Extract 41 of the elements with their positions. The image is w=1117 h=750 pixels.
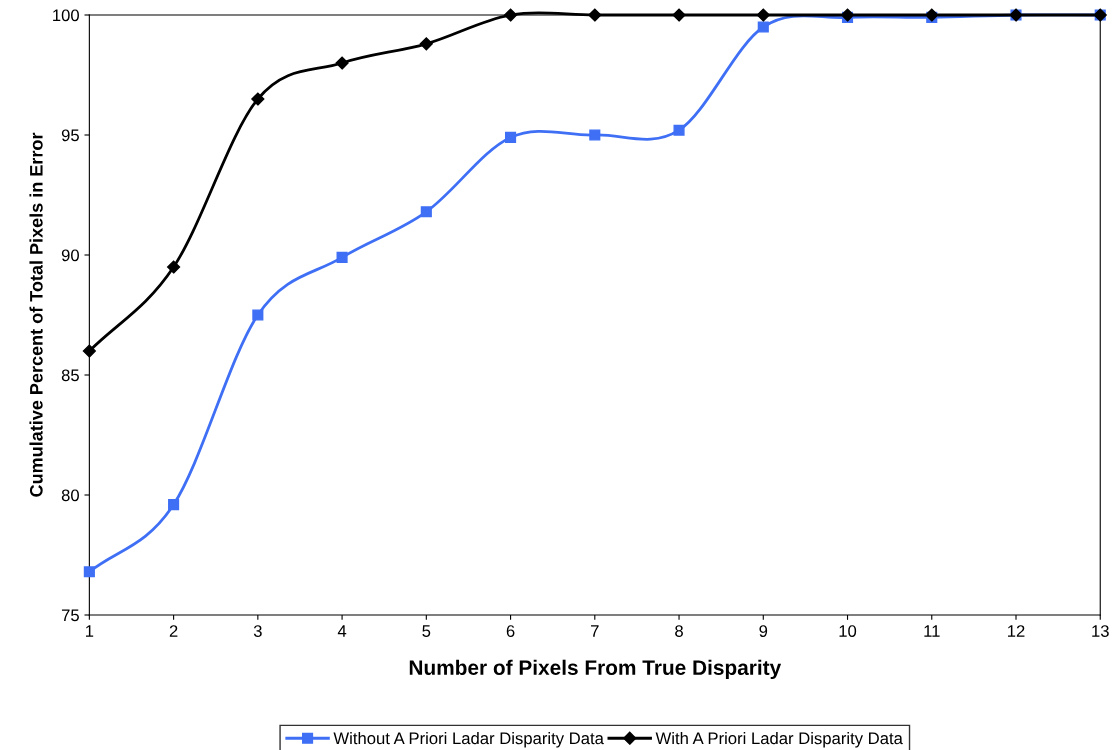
point [673, 124, 685, 136]
legend-label: With A Priori Ladar Disparity Data [655, 732, 903, 748]
y-tick-label: 80 [61, 489, 79, 502]
point [167, 260, 181, 274]
point [251, 92, 265, 106]
x-tick-label: 12 [1008, 625, 1025, 637]
point [503, 8, 518, 22]
x-tick-label: 4 [337, 625, 347, 637]
point [588, 8, 602, 22]
point [420, 206, 432, 218]
point [672, 8, 686, 22]
y-tick-label: 95 [61, 129, 79, 142]
point [505, 131, 517, 143]
legend-label: Without A Priori Ladar Disparity Data [333, 732, 604, 748]
x-axis-title: Number of Pixels From True Disparity [409, 659, 782, 680]
point [83, 566, 95, 578]
x-tick-label: 13 [1092, 625, 1109, 637]
x-tick-label: 9 [759, 625, 768, 637]
point [589, 129, 601, 141]
x-tick-label: 1 [86, 625, 94, 637]
point [252, 309, 264, 321]
point [82, 344, 96, 358]
point [335, 56, 349, 70]
point [756, 8, 770, 22]
x-tick-label: 10 [839, 625, 857, 637]
x-tick-label: 3 [253, 625, 262, 637]
x-tick-label: 6 [506, 625, 515, 637]
y-tick-label: 100 [53, 9, 79, 22]
point [419, 37, 433, 51]
point [336, 251, 348, 263]
x-tick-label: 5 [422, 625, 431, 637]
x-tick-label: 11 [924, 625, 940, 637]
x-tick-label: 8 [675, 625, 683, 637]
y-tick-label: 90 [61, 249, 79, 262]
x-tick-label: 2 [169, 625, 178, 637]
point [757, 21, 769, 33]
y-tick-label: 75 [61, 609, 79, 622]
y-tick-label: 85 [61, 369, 79, 382]
x-tick-label: 7 [591, 625, 599, 637]
point [168, 499, 180, 511]
y-axis-title: Cumulative Percent of Total Pixels in Error [29, 132, 43, 497]
